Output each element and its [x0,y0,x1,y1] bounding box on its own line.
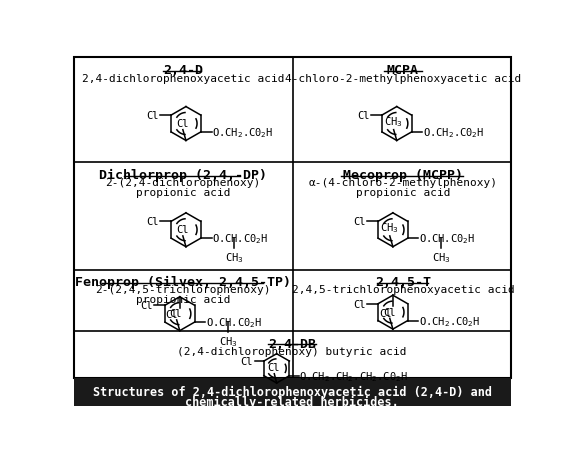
Text: 4-chloro-2-methylphenoxyacetic acid: 4-chloro-2-methylphenoxyacetic acid [285,73,521,84]
Text: 2-(2,4,5-trichlorophenoxy): 2-(2,4,5-trichlorophenoxy) [95,285,271,295]
Text: Dichlorprop (2,4,-DP): Dichlorprop (2,4,-DP) [99,169,267,182]
Text: 2-(2,4-dichlorophenoxy): 2-(2,4-dichlorophenoxy) [105,178,260,188]
Text: Fenoprop (Silvex, 2,4,5-TP): Fenoprop (Silvex, 2,4,5-TP) [75,275,291,289]
Text: Cl: Cl [170,308,182,319]
Text: Cl: Cl [379,308,392,318]
Text: 2,4-DB: 2,4-DB [268,337,316,350]
Text: Cl: Cl [241,356,253,366]
Text: Structures of 2,4-dichlorophenoxyacetic acid (2,4-D) and: Structures of 2,4-dichlorophenoxyacetic … [92,386,491,398]
Text: O.CH.C0$_2$H: O.CH.C0$_2$H [420,232,475,246]
Text: O.CH.C0$_2$H: O.CH.C0$_2$H [213,232,268,246]
Text: 2,4-dichlorophenoxyacetic acid: 2,4-dichlorophenoxyacetic acid [82,73,284,84]
Text: CH$_3$: CH$_3$ [380,221,398,235]
Text: MCPA: MCPA [387,64,419,77]
Text: CH$_3$: CH$_3$ [384,115,402,129]
Text: Cl: Cl [166,309,178,319]
Text: O.CH$_2$.C0$_2$H: O.CH$_2$.C0$_2$H [420,314,481,328]
Text: (2,4-dichlorophenoxy) butyric acid: (2,4-dichlorophenoxy) butyric acid [177,346,407,356]
Text: chemically-related herbicides.: chemically-related herbicides. [185,395,399,408]
Text: O.CH$_2$.C0$_2$H: O.CH$_2$.C0$_2$H [423,126,484,140]
Text: Cl: Cl [146,217,159,227]
Text: Cl: Cl [353,299,366,309]
Text: CH$_3$: CH$_3$ [218,334,237,348]
Text: O.CH$_2$.CH$_2$.CH$_2$.C0$_2$H: O.CH$_2$.CH$_2$.CH$_2$.C0$_2$H [299,369,408,383]
Text: Mecoprop (MCPP): Mecoprop (MCPP) [343,169,463,182]
Text: Cl: Cl [176,225,188,235]
Text: 2,4,5-trichlorophenoxyacetic acid: 2,4,5-trichlorophenoxyacetic acid [292,285,514,295]
Text: Cl: Cl [267,363,280,372]
Text: α-(4-chloro-2-methylphenoxy): α-(4-chloro-2-methylphenoxy) [308,178,498,188]
Text: O.CH.C0$_2$H: O.CH.C0$_2$H [206,316,263,330]
Text: propionic acid: propionic acid [136,295,230,305]
Text: 2,4,5-T: 2,4,5-T [375,275,431,289]
Text: Cl: Cl [176,119,188,129]
Text: Cl: Cl [353,217,366,227]
Text: propionic acid: propionic acid [136,188,230,198]
Text: Cl: Cl [146,111,159,121]
Text: Cl: Cl [140,301,153,311]
Text: CH$_3$: CH$_3$ [225,250,243,264]
Bar [74,379,511,406]
Text: O.CH$_2$.C0$_2$H: O.CH$_2$.C0$_2$H [213,126,274,140]
Text: 2,4-D: 2,4-D [163,64,203,77]
Text: propionic acid: propionic acid [356,188,450,198]
Text: Cl: Cl [382,307,395,317]
Text: Cl: Cl [357,111,369,121]
Text: CH$_3$: CH$_3$ [431,250,450,264]
